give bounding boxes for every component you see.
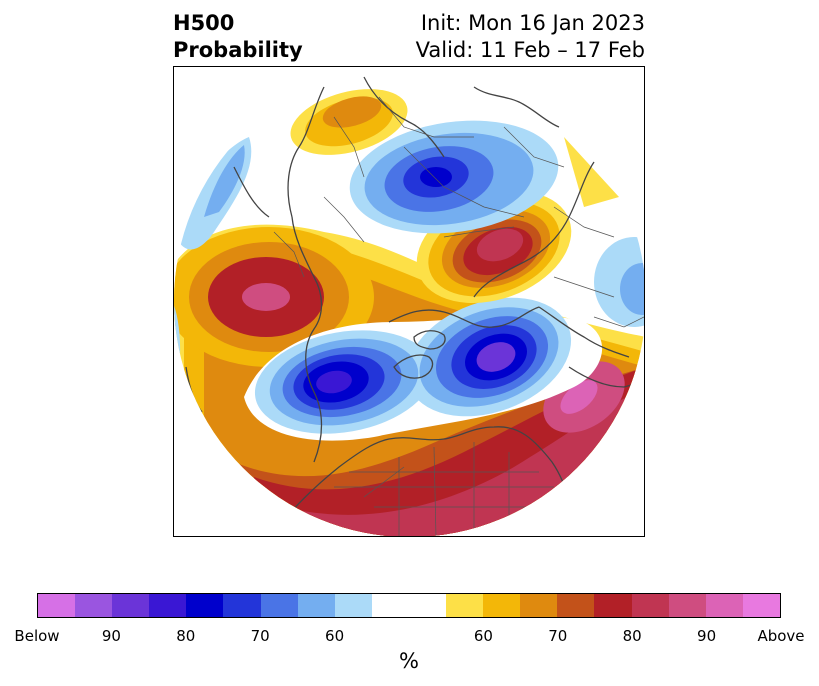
colorbar-tick-label: Below (14, 627, 60, 645)
colorbar-cell (520, 594, 558, 617)
colorbar-cell (446, 594, 484, 617)
colorbar-tick-label: 80 (622, 627, 642, 645)
colorbar-cell (297, 594, 335, 617)
colorbar-tick-label: 80 (176, 627, 196, 645)
colorbar-cell (668, 594, 706, 617)
colorbar-cell (223, 594, 261, 617)
colorbar (37, 593, 781, 618)
colorbar-cell (186, 594, 224, 617)
colorbar-tick-label: 60 (325, 627, 345, 645)
colorbar-cell (260, 594, 298, 617)
country-borders (273, 96, 644, 536)
high-anomaly-west (174, 227, 374, 367)
colorbar-cell (75, 594, 113, 617)
probability-map (173, 66, 645, 537)
colorbar-cell (38, 594, 76, 617)
high-anomaly-top (290, 89, 408, 155)
colorbar-cell (483, 594, 521, 617)
colorbar-unit: % (399, 649, 419, 673)
colorbar-cell (557, 594, 595, 617)
colorbar-tick-label: 70 (250, 627, 270, 645)
colorbar-cell (408, 594, 447, 617)
colorbar-tick-label: 60 (473, 627, 493, 645)
below-anomaly-west-edge (179, 137, 252, 250)
colorbar-tick-label: 90 (697, 627, 717, 645)
colorbar-cell (112, 594, 150, 617)
colorbar-cell (631, 594, 669, 617)
colorbar-cell (705, 594, 743, 617)
below-anomaly-east-edge (594, 237, 644, 327)
map-dates: Init: Mon 16 Jan 2023 Valid: 11 Feb – 17… (416, 10, 645, 64)
map-title: H500 Probability (173, 10, 303, 64)
colorbar-cell (149, 594, 187, 617)
colorbar-tick-label: 70 (548, 627, 568, 645)
title-variable: H500 (173, 11, 235, 35)
colorbar-tick-label: Above (757, 627, 805, 645)
below-anomaly-central (254, 297, 572, 434)
colorbar-cell (371, 594, 409, 617)
title-type: Probability (173, 38, 303, 62)
colorbar-cell (594, 594, 632, 617)
map-canvas (174, 67, 644, 536)
valid-date-range: Valid: 11 Feb – 17 Feb (415, 38, 645, 62)
below-anomaly-north (349, 120, 559, 234)
high-anomaly-wedge (564, 137, 619, 207)
colorbar-cell (742, 594, 780, 617)
colorbar-cell (334, 594, 372, 617)
coastlines (185, 76, 644, 536)
init-date: Init: Mon 16 Jan 2023 (420, 11, 645, 35)
colorbar-tick-label: 90 (101, 627, 121, 645)
